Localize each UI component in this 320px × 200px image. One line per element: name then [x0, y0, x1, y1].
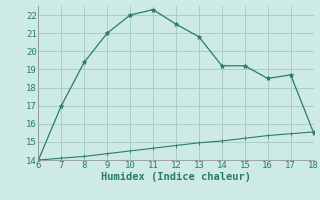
X-axis label: Humidex (Indice chaleur): Humidex (Indice chaleur): [101, 172, 251, 182]
